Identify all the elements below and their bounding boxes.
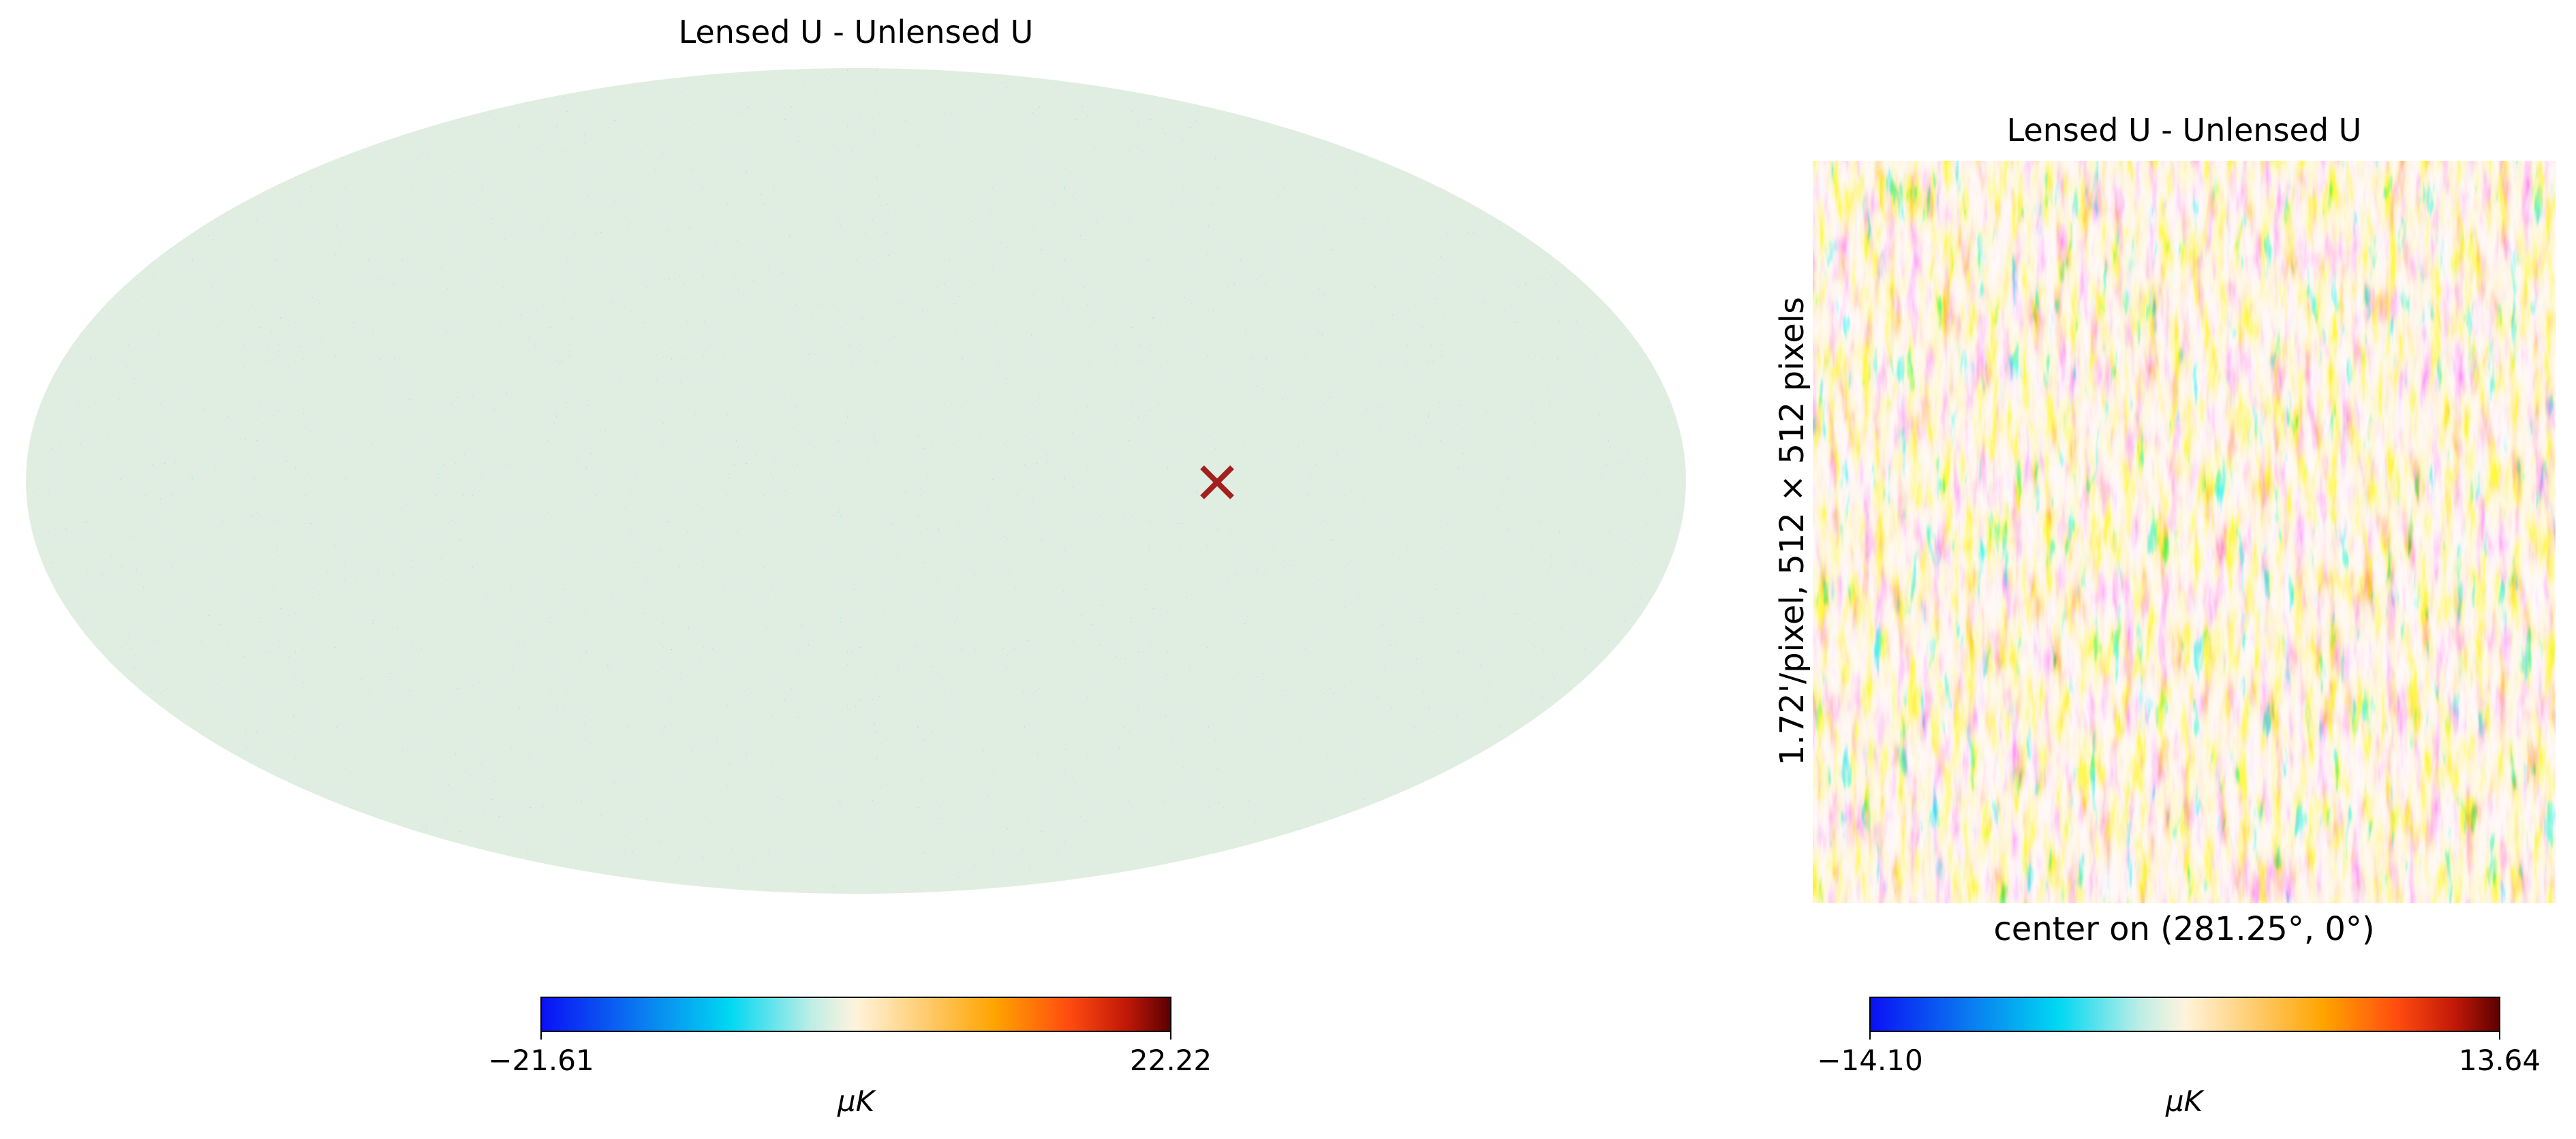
gnomonic-colorbar [1869,997,2500,1032]
mollweide-title: Lensed U - Unlensed U [678,14,1034,50]
gnomonic-map [1813,161,2556,903]
gnomonic-xlabel: center on (281.25°, 0°) [1993,910,2375,948]
mollweide-colorbar-max: 22.22 [1129,1044,1212,1077]
gnomonic-colorbar-min: −14.10 [1817,1044,1923,1077]
mollweide-colorbar [540,997,1171,1032]
mollweide-map [26,68,1686,894]
mollweide-colorbar-min: −21.61 [488,1044,594,1077]
gnomonic-ylabel: 1.72'/pixel, 512 × 512 pixels [1773,296,1811,766]
mollweide-colorbar-unit: μK [837,1085,875,1118]
gnomonic-colorbar-max: 13.64 [2458,1044,2541,1077]
marker-x [1200,465,1234,499]
gnomonic-title: Lensed U - Unlensed U [2006,112,2362,149]
gnomonic-colorbar-unit: μK [2165,1085,2203,1118]
